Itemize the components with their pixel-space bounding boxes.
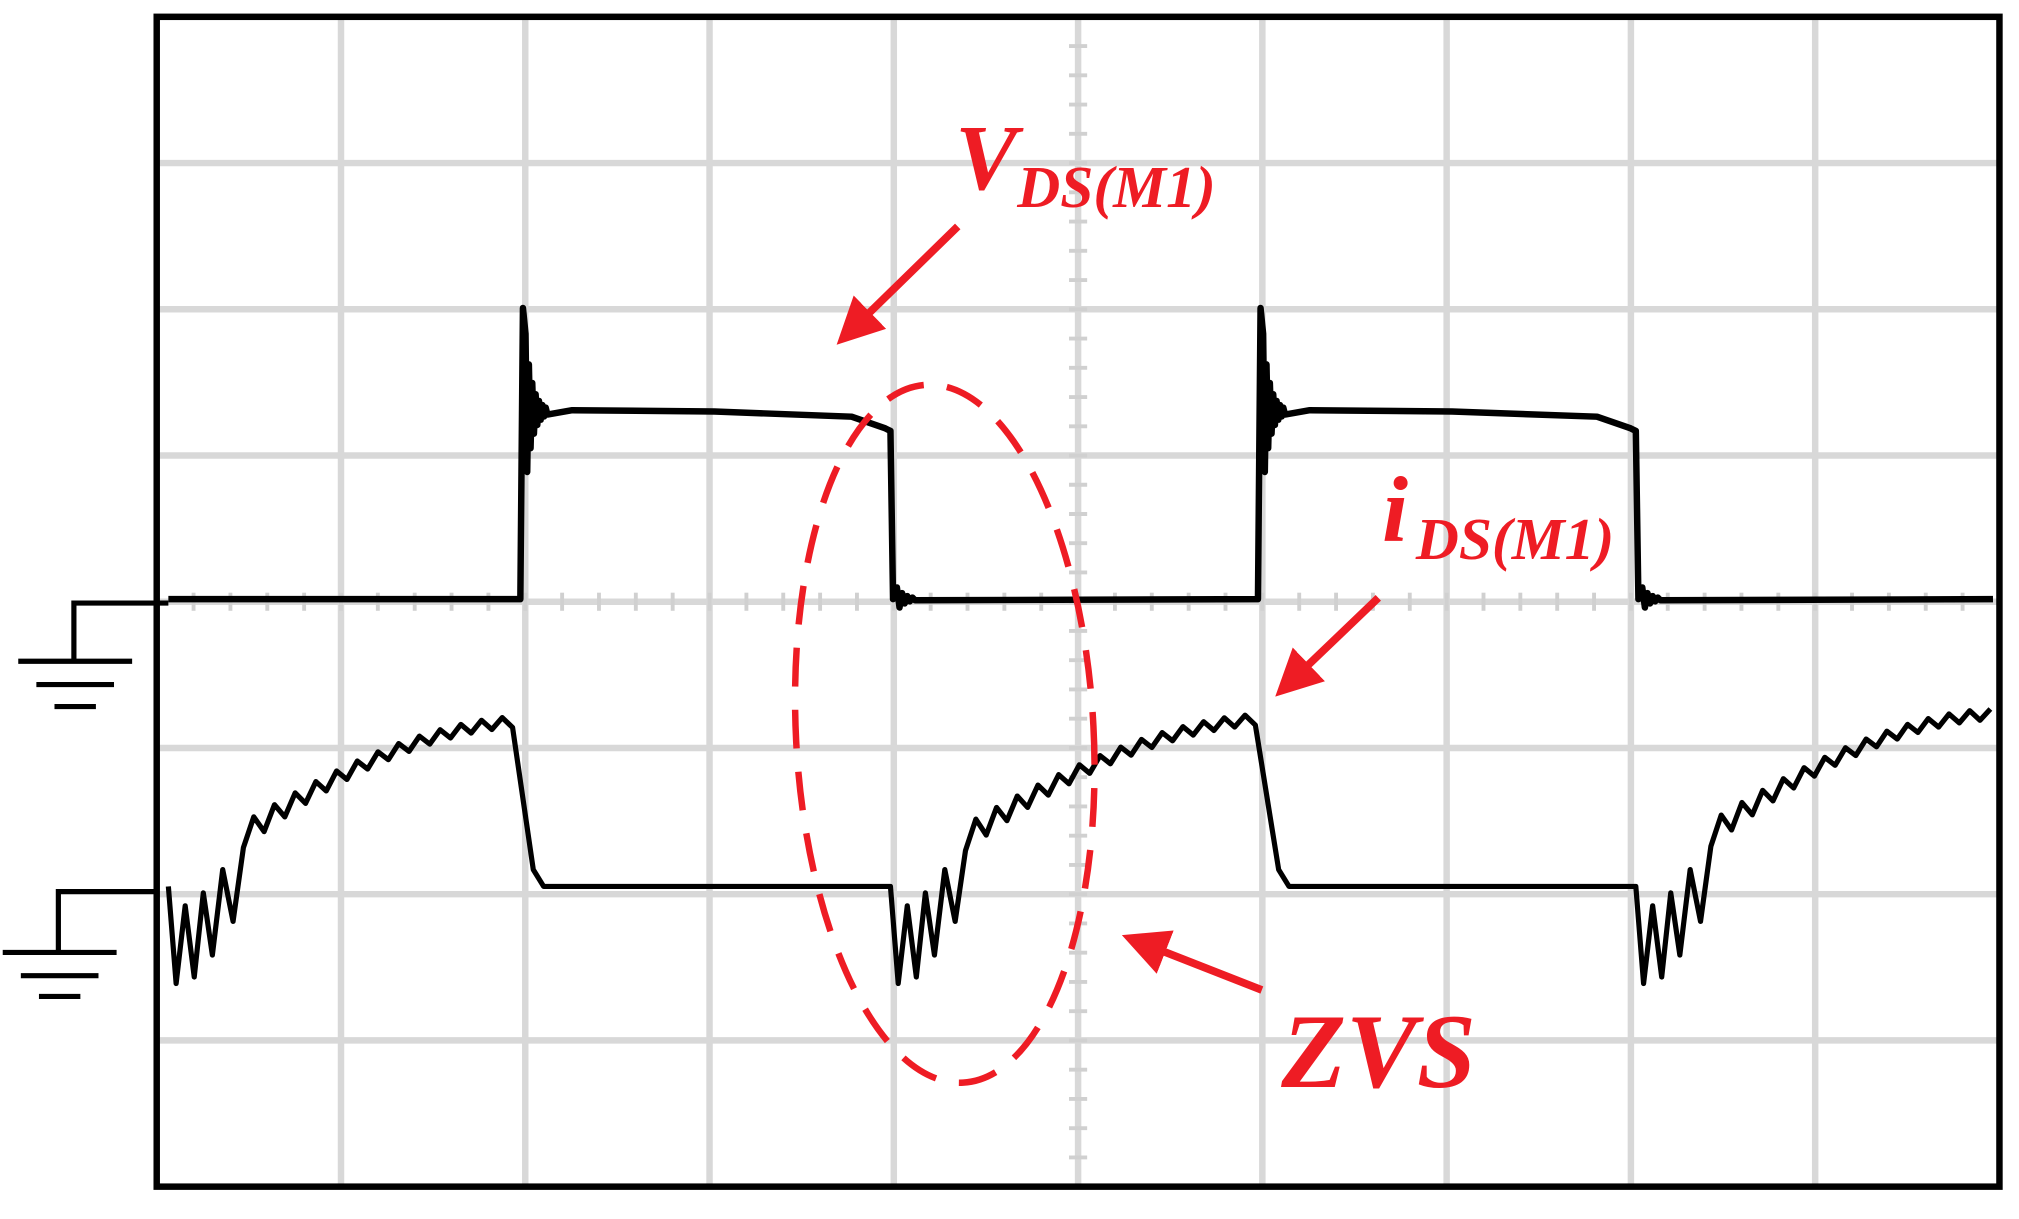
label-main: V <box>955 107 1024 210</box>
ground-lead <box>71 600 169 660</box>
vds-label: VDS(M1) <box>955 107 1216 220</box>
ids-label: i DS(M1) <box>1382 459 1614 572</box>
traces <box>165 304 1993 987</box>
arrow <box>836 223 961 345</box>
arrow <box>1121 930 1264 994</box>
ids-trace <box>165 707 1993 987</box>
label-main: i <box>1382 459 1408 562</box>
zvs-ellipse <box>791 381 1098 1086</box>
grid <box>154 14 2000 1187</box>
arrow <box>1275 595 1381 697</box>
label-subscript: DS(M1) <box>1016 154 1215 220</box>
vds-trace <box>168 304 1993 611</box>
ground-symbol-2 <box>2 889 157 1000</box>
ground-lead <box>55 889 157 952</box>
zvs-label: ZVS <box>1280 992 1476 1110</box>
label-subscript: DS(M1) <box>1415 506 1614 572</box>
ground-symbol-1 <box>18 600 169 710</box>
